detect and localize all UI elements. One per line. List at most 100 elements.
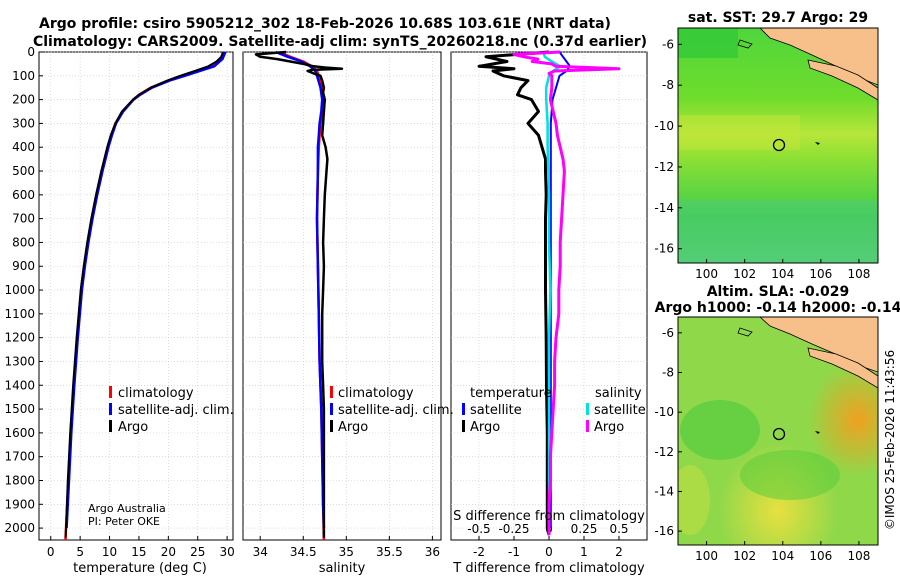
lon-tick-label: 106: [809, 549, 832, 563]
argo-position-marker: [772, 427, 786, 441]
y-tick-label: 900: [12, 259, 35, 273]
christmas-island: [815, 431, 820, 434]
salinity-legend: climatology satellite-adj. clim. Argo: [330, 386, 454, 435]
argo-position-marker: [772, 138, 786, 152]
y-tick-label: 2000: [4, 521, 35, 535]
sst-map-frame: [677, 27, 879, 264]
y-tick-label: 400: [12, 140, 35, 154]
lon-tick-label: 108: [847, 267, 870, 281]
lon-tick-label: 102: [733, 549, 756, 563]
lon-tick-label: 104: [771, 549, 794, 563]
lat-tick-label: -10: [654, 405, 674, 419]
x-tick-label: 36: [425, 545, 440, 559]
y-tick-label: 200: [12, 93, 35, 107]
sst-map-ticks: 100 102 104 106 108 -6 -8 -10 -12 -14 -16: [654, 37, 870, 281]
legend-swatch-s-satellite: [586, 403, 589, 415]
legend-s-argo: Argo: [594, 420, 624, 435]
plot-area: [242, 51, 442, 541]
legend-salinity-title: salinity: [595, 386, 642, 401]
legend-swatch-argo: [109, 420, 112, 432]
temperature-legend: climatology satellite-adj. clim. Argo: [109, 386, 234, 435]
difference-legend: temperature salinity satellite Argo sate…: [462, 386, 646, 435]
legend-swatch-satellite: [109, 403, 112, 415]
x-tick-label: 35: [339, 545, 354, 559]
lat-tick-label: -12: [654, 445, 674, 459]
salinity-xlabel: salinity: [319, 561, 366, 576]
y-tick-label: 0: [27, 45, 35, 59]
sla-map-title-2: Argo h1000: -0.14 h2000: -0.14: [655, 300, 900, 316]
legend-satellite: satellite-adj. clim.: [118, 403, 234, 418]
series-satellite-adj-clim-: [65, 51, 227, 529]
y-tick-label: 1100: [4, 307, 35, 321]
y-tick-label: 600: [12, 188, 35, 202]
lat-tick-label: -6: [662, 326, 674, 340]
lat-tick-label: -8: [662, 366, 674, 380]
credit-line-1: Argo Australia: [88, 502, 166, 515]
lat-tick-label: -6: [662, 37, 674, 51]
lon-tick-label: 100: [695, 549, 718, 563]
lat-tick-label: -14: [654, 201, 674, 215]
legend-swatch-climatology: [109, 386, 112, 398]
lat-tick-label: -12: [654, 160, 674, 174]
s-tick-label: 0.5: [609, 522, 628, 536]
sst-map: [678, 28, 878, 263]
y-tick-label: 1500: [4, 402, 35, 416]
sla-map-frame: [677, 316, 879, 546]
series-satellite-adj-clim-: [275, 50, 326, 529]
sla-low: [680, 400, 760, 460]
s-difference-label: S difference from climatology: [453, 509, 645, 524]
y-tick-label: 1800: [4, 473, 35, 487]
x-tick-label: -1: [508, 545, 520, 559]
christmas-island: [815, 142, 820, 145]
x-tick-label: 1: [580, 545, 588, 559]
sst-cool-band: [678, 200, 878, 263]
temperature-panel: 0 5 10 15 20 25 300100200300400500600700800900…: [4, 45, 234, 559]
y-tick-label: 1600: [4, 426, 35, 440]
y-tick-label: 1700: [4, 450, 35, 464]
s-tick-label: -0.5: [467, 522, 490, 536]
y-tick-label: 1000: [4, 283, 35, 297]
y-tick-label: 700: [12, 212, 35, 226]
lat-tick-label: -14: [654, 484, 674, 498]
legend-satellite: satellite-adj. clim.: [338, 403, 454, 418]
legend-swatch-climatology: [330, 386, 333, 398]
x-tick-label: 2: [615, 545, 623, 559]
temperature-xlabel: temperature (deg C): [73, 561, 207, 576]
series-argo: [64, 51, 224, 538]
series-argo: [254, 50, 344, 538]
y-tick-label: 500: [12, 164, 35, 178]
lon-tick-label: 102: [733, 267, 756, 281]
lat-tick-label: -16: [654, 242, 674, 256]
x-tick-label: 15: [131, 545, 146, 559]
java-land: [807, 59, 878, 101]
legend-swatch-t-argo: [462, 420, 465, 432]
sst-warm-band: [680, 115, 800, 150]
sst-map-title: sat. SST: 29.7 Argo: 29: [688, 10, 868, 26]
sla-map-ticks: 100 102 104 106 108 -6 -8 -10 -12 -14 -16: [654, 326, 870, 563]
x-tick-label: 30: [219, 545, 234, 559]
lat-tick-label: -8: [662, 78, 674, 92]
sla-map: [678, 317, 878, 545]
credit-line-2: PI: Peter OKE: [88, 515, 160, 528]
y-tick-label: 100: [12, 69, 35, 83]
lon-tick-label: 106: [809, 267, 832, 281]
legend-swatch-satellite: [330, 403, 333, 415]
s-tick-label: 0.25: [571, 522, 598, 536]
series-s-argo: [512, 50, 621, 536]
x-tick-label: 5: [76, 545, 84, 559]
salinity-panel: 34 34.5 35 35.5 36: [242, 50, 442, 559]
x-tick-label: 34: [253, 545, 268, 559]
legend-t-satellite: satellite: [470, 403, 522, 418]
lat-tick-label: -16: [654, 524, 674, 538]
difference-panel: -2 -1 0 1 2-0.5 -0.25 0 0.25 0.5: [450, 50, 648, 559]
legend-argo: Argo: [118, 420, 148, 435]
x-tick-label: 0: [545, 545, 553, 559]
plot-area: [38, 51, 234, 541]
island-outline: [737, 39, 753, 49]
sla-low: [740, 450, 840, 500]
x-tick-label: 10: [102, 545, 117, 559]
y-tick-label: 1900: [4, 497, 35, 511]
lon-tick-label: 104: [771, 267, 794, 281]
y-tick-label: 1200: [4, 331, 35, 345]
